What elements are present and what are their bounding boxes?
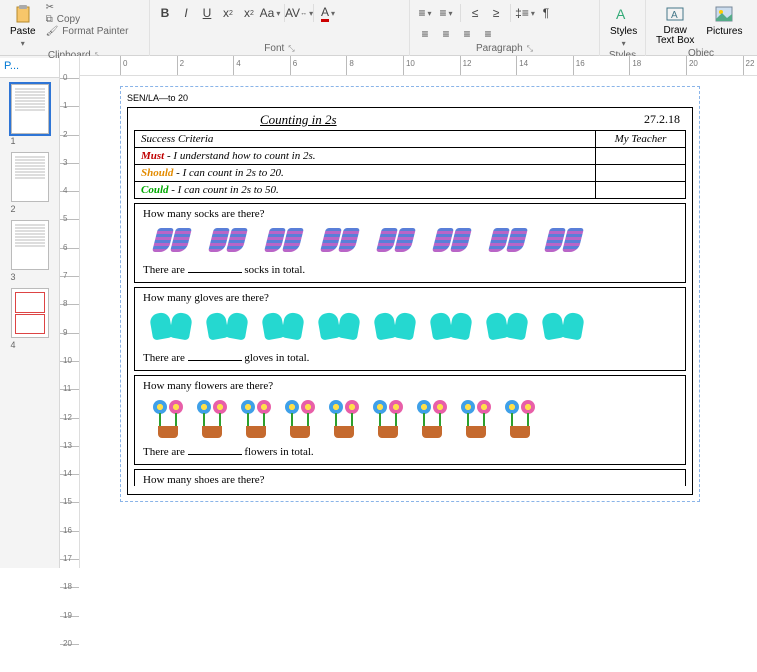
page-thumb-2[interactable] bbox=[11, 152, 49, 202]
sock-pair-icon bbox=[261, 226, 307, 256]
glove-pair-icon bbox=[261, 310, 307, 344]
document-canvas: SEN/LA—to 20 Counting in 2s 27.2.18 Succ… bbox=[80, 76, 757, 568]
paste-button[interactable]: Paste ▾ bbox=[6, 2, 40, 50]
flower-pair-icon bbox=[149, 398, 187, 438]
align-left-button[interactable]: ≡ bbox=[416, 25, 434, 43]
numbering-button[interactable]: ≡ bbox=[437, 4, 455, 22]
glove-pair-icon bbox=[373, 310, 419, 344]
font-color-button[interactable]: A bbox=[319, 4, 337, 22]
pilcrow-button[interactable]: ¶ bbox=[537, 4, 555, 22]
sock-pair-icon bbox=[485, 226, 531, 256]
cut-button[interactable]: ✂Cut bbox=[44, 2, 131, 13]
horizontal-ruler: 0246810121416182022 bbox=[80, 56, 757, 76]
bold-button[interactable]: B bbox=[156, 4, 174, 22]
decrease-indent-button[interactable]: ≤ bbox=[466, 4, 484, 22]
doc-title: Counting in 2s bbox=[260, 112, 337, 128]
sock-pair-icon bbox=[429, 226, 475, 256]
justify-button[interactable]: ≡ bbox=[479, 25, 497, 43]
font-expand-icon[interactable]: ⤡ bbox=[288, 44, 294, 54]
align-right-button[interactable]: ≡ bbox=[458, 25, 476, 43]
glove-pair-icon bbox=[485, 310, 531, 344]
svg-text:A: A bbox=[616, 6, 626, 22]
line-spacing-button[interactable]: ‡≡ bbox=[516, 4, 534, 22]
underline-button[interactable]: U bbox=[198, 4, 216, 22]
question-socks: How many socks are there? There are sock… bbox=[134, 203, 686, 283]
sock-pair-icon bbox=[373, 226, 419, 256]
sock-pair-icon bbox=[149, 226, 195, 256]
flower-pair-icon bbox=[369, 398, 407, 438]
align-center-button[interactable]: ≡ bbox=[437, 25, 455, 43]
criteria-table: Success CriteriaMy Teacher Must - I unde… bbox=[134, 130, 686, 199]
sock-pair-icon bbox=[541, 226, 587, 256]
glove-pair-icon bbox=[317, 310, 363, 344]
page-header: SEN/LA—to 20 bbox=[127, 93, 693, 103]
glove-pair-icon bbox=[205, 310, 251, 344]
sock-pair-icon bbox=[317, 226, 363, 256]
char-spacing-button[interactable]: AV↔ bbox=[290, 4, 308, 22]
format-painter-button[interactable]: 🖌Format Painter bbox=[44, 26, 131, 37]
glove-pair-icon bbox=[429, 310, 475, 344]
page-thumb-1[interactable] bbox=[11, 84, 49, 134]
draw-textbox-button[interactable]: A Draw Text Box bbox=[652, 2, 698, 48]
flower-pair-icon bbox=[325, 398, 363, 438]
superscript-button[interactable]: x2 bbox=[240, 4, 258, 22]
increase-indent-button[interactable]: ≥ bbox=[487, 4, 505, 22]
change-case-button[interactable]: Aa bbox=[261, 4, 279, 22]
glove-pair-icon bbox=[149, 310, 195, 344]
paragraph-expand-icon[interactable]: ⤡ bbox=[527, 44, 533, 54]
question-shoes: How many shoes are there? bbox=[134, 469, 686, 486]
flower-pair-icon bbox=[413, 398, 451, 438]
page-thumb-3[interactable] bbox=[11, 220, 49, 270]
flower-pair-icon bbox=[457, 398, 495, 438]
copy-button[interactable]: ⧉Copy bbox=[44, 14, 131, 25]
pictures-button[interactable]: Pictures bbox=[702, 2, 746, 39]
flower-pair-icon bbox=[281, 398, 319, 438]
question-flowers: How many flowers are there? There are fl… bbox=[134, 375, 686, 465]
svg-text:A: A bbox=[671, 10, 678, 21]
sock-pair-icon bbox=[205, 226, 251, 256]
glove-pair-icon bbox=[541, 310, 587, 344]
vertical-ruler: 01234567891011121314151617181920 bbox=[60, 56, 80, 568]
flower-pair-icon bbox=[501, 398, 539, 438]
bullets-button[interactable]: ≡ bbox=[416, 4, 434, 22]
italic-button[interactable]: I bbox=[177, 4, 195, 22]
page-thumb-4[interactable] bbox=[11, 288, 49, 338]
styles-button[interactable]: A Styles▾ bbox=[606, 2, 641, 50]
flower-pair-icon bbox=[193, 398, 231, 438]
question-gloves: How many gloves are there? There are glo… bbox=[134, 287, 686, 371]
ribbon: Paste ▾ ✂Cut ⧉Copy 🖌Format Painter Clipb… bbox=[0, 0, 757, 56]
page: SEN/LA—to 20 Counting in 2s 27.2.18 Succ… bbox=[120, 86, 700, 502]
subscript-button[interactable]: x2 bbox=[219, 4, 237, 22]
flower-pair-icon bbox=[237, 398, 275, 438]
doc-date: 27.2.18 bbox=[644, 112, 680, 128]
page-nav-pane: P... 1234 bbox=[0, 56, 60, 568]
